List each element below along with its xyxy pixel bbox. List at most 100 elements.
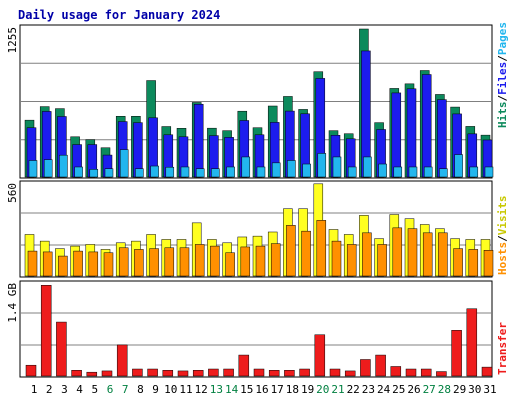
day-label: 19	[301, 383, 314, 396]
transfer-bar	[344, 370, 356, 377]
transfer-bar	[360, 359, 371, 377]
day-label: 13	[210, 383, 223, 396]
pages-bar	[150, 165, 159, 178]
right-label-transfer: Transfer	[496, 322, 509, 375]
hosts-bar	[210, 245, 220, 277]
hosts-bar	[316, 220, 327, 277]
transfer-bar	[420, 368, 432, 377]
day-label: 26	[407, 383, 420, 396]
hosts-bar	[179, 247, 190, 277]
day-label: 10	[164, 383, 177, 396]
files-bar	[406, 88, 417, 178]
transfer-bar	[238, 354, 250, 377]
transfer-bar	[390, 366, 402, 377]
right-label-hits-files-pages-separator: /	[496, 55, 509, 62]
pages-bar	[347, 166, 357, 178]
day-label: 5	[91, 383, 98, 396]
pages-bar	[408, 166, 418, 178]
pages-bar	[439, 168, 448, 178]
hosts-bar	[149, 248, 159, 277]
files-bar	[391, 92, 402, 178]
transfer-bar	[56, 321, 67, 377]
pages-bar	[271, 162, 281, 178]
hosts-bar	[73, 250, 83, 277]
right-label-hosts-visits-visits: Visits	[496, 196, 509, 236]
files-bar	[437, 99, 447, 178]
pages-bar	[119, 149, 129, 178]
visits-max-label: 560	[6, 183, 19, 203]
hosts-bar	[468, 249, 479, 277]
transfer-bar	[40, 285, 52, 377]
pages-bar	[211, 168, 220, 178]
hosts-bar	[164, 247, 175, 277]
day-label: 20	[316, 383, 329, 396]
transfer-bar	[375, 354, 386, 377]
day-label: 6	[107, 383, 114, 396]
hosts-bar	[134, 249, 144, 277]
pages-bar	[43, 159, 53, 178]
hosts-bar	[103, 252, 114, 277]
hosts-bar	[286, 225, 296, 277]
pages-bar	[378, 163, 387, 178]
pages-bar	[135, 168, 144, 178]
hosts-bar	[422, 232, 433, 277]
day-label: 18	[286, 383, 299, 396]
pages-bar	[89, 169, 99, 178]
day-label: 30	[468, 383, 481, 396]
pages-bar	[454, 154, 463, 178]
pages-bar	[469, 166, 479, 178]
hosts-bar	[225, 252, 235, 277]
transfer-bar	[25, 364, 37, 377]
files-bar	[193, 103, 204, 178]
pages-bar	[74, 166, 83, 178]
right-label-hits-files-pages-hits: Hits	[496, 102, 509, 129]
right-label-hosts-visits: Hosts/Visits	[496, 196, 509, 276]
pages-bar	[484, 166, 494, 178]
day-label: 23	[362, 383, 375, 396]
transfer-bar	[481, 366, 493, 377]
chart-title: Daily usage for January 2024	[18, 8, 220, 22]
hosts-bar	[407, 228, 418, 277]
day-label: 29	[453, 383, 466, 396]
pages-bar	[317, 153, 327, 178]
pages-bar	[241, 156, 251, 178]
day-label: 8	[137, 383, 144, 396]
pages-bar	[226, 166, 235, 178]
transfer-bar	[71, 370, 82, 377]
transfer-bar	[253, 368, 265, 377]
transfer-bar	[284, 370, 295, 377]
hosts-bar	[346, 244, 357, 277]
transfer-bar	[86, 371, 98, 377]
hosts-bar	[331, 240, 342, 277]
hosts-bar	[453, 248, 463, 277]
pages-bar	[59, 154, 68, 178]
transfer-bar	[208, 368, 219, 377]
hosts-bar	[362, 232, 372, 277]
pages-bar	[256, 166, 266, 178]
hosts-bar	[255, 245, 266, 277]
transfer-max-label: 1.4 GB	[6, 283, 19, 323]
hosts-bar	[392, 227, 403, 277]
transfer-bar	[132, 368, 143, 377]
hits-max-label: 1255	[6, 27, 19, 54]
pages-bar	[302, 163, 311, 178]
transfer-bar	[223, 368, 234, 377]
pages-bar	[393, 166, 403, 178]
transfer-bar	[299, 368, 310, 377]
hosts-bar	[438, 232, 448, 277]
transfer-bar	[101, 370, 113, 377]
day-label: 21	[331, 383, 344, 396]
day-label: 25	[392, 383, 405, 396]
day-label: 12	[195, 383, 208, 396]
transfer-panel	[19, 280, 493, 378]
right-label-hits-files-pages-pages: Pages	[496, 22, 509, 55]
pages-bar	[332, 156, 342, 178]
day-label: 31	[483, 383, 496, 396]
day-label: 2	[46, 383, 53, 396]
day-label: 22	[347, 383, 360, 396]
hosts-bar	[118, 247, 129, 277]
files-bar	[421, 74, 432, 178]
day-label: 7	[122, 383, 129, 396]
day-label: 17	[271, 383, 284, 396]
